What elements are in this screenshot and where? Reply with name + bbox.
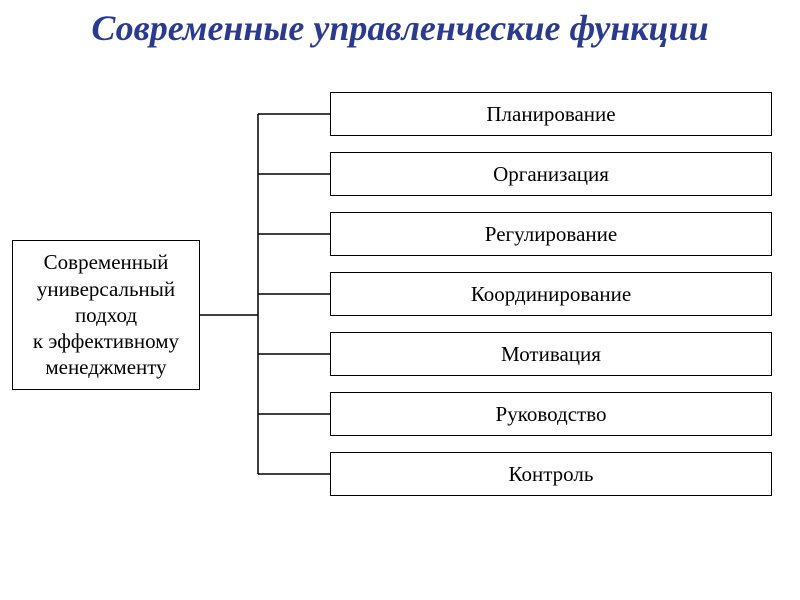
- root-node-label: Современный универсальный подход к эффек…: [21, 249, 191, 380]
- functions-diagram: Современный универсальный подход к эффек…: [0, 92, 800, 592]
- function-node: Планирование: [330, 92, 772, 136]
- root-node: Современный универсальный подход к эффек…: [12, 240, 200, 390]
- function-node-label: Планирование: [486, 104, 615, 125]
- page-title: Современные управленческие функции: [0, 0, 800, 49]
- function-node: Мотивация: [330, 332, 772, 376]
- function-node: Организация: [330, 152, 772, 196]
- function-node: Координирование: [330, 272, 772, 316]
- function-node-label: Координирование: [471, 284, 631, 305]
- function-node: Регулирование: [330, 212, 772, 256]
- function-node-label: Регулирование: [485, 224, 617, 245]
- function-node: Контроль: [330, 452, 772, 496]
- function-node-label: Мотивация: [501, 344, 601, 365]
- function-node-label: Руководство: [496, 404, 607, 425]
- function-node: Руководство: [330, 392, 772, 436]
- function-node-label: Организация: [493, 164, 609, 185]
- function-node-label: Контроль: [509, 464, 594, 485]
